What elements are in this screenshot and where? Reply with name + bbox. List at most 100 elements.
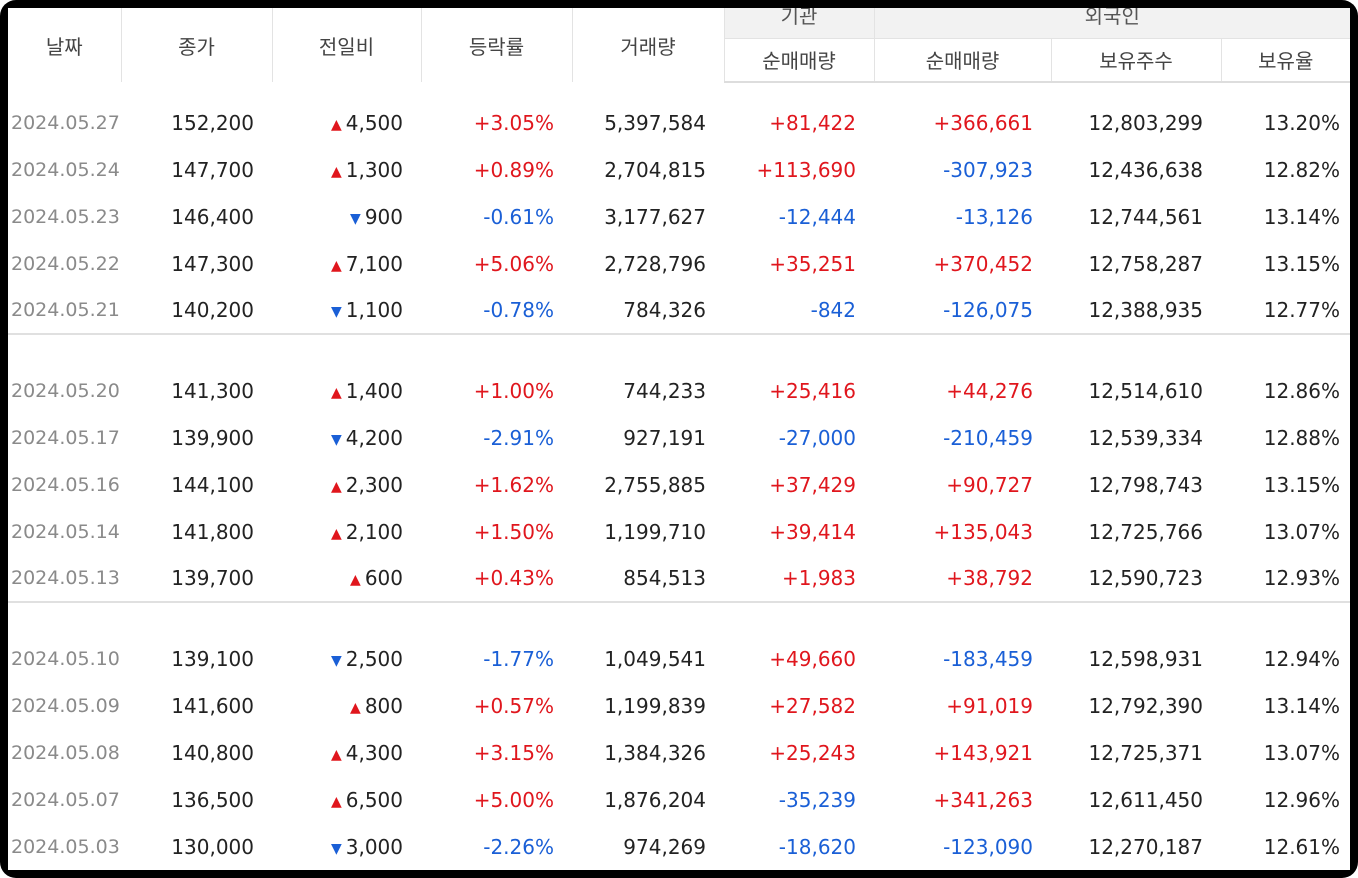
cell-rate: +5.06% bbox=[473, 251, 554, 276]
header-holdings[interactable]: 보유주수 bbox=[1051, 37, 1222, 83]
cell-date: 2024.05.09 bbox=[11, 694, 120, 717]
table-row: 2024.05.03 130,000 ▼ 3,000 -2.26% 974,269 -18,… bbox=[8, 823, 1350, 870]
table-row: 2024.05.08 140,800 ▲ 4,300 +3.15% 1,384,326 +2… bbox=[8, 729, 1350, 776]
cell-inst-net: +25,243 bbox=[769, 740, 856, 765]
cell-ratio: 12.77% bbox=[1263, 298, 1341, 322]
cell-holdings: 12,725,371 bbox=[1088, 740, 1203, 765]
cell-date: 2024.05.03 bbox=[11, 835, 120, 858]
table-row: 2024.05.27 152,200 ▲ 4,500 +3.05% 5,397,584 +8… bbox=[8, 99, 1350, 146]
header-rate[interactable]: 등락률 bbox=[421, 8, 573, 82]
cell-date: 2024.05.20 bbox=[11, 379, 120, 402]
change-value: 4,500 bbox=[345, 110, 403, 135]
cell-foreign-net: +135,043 bbox=[933, 519, 1033, 544]
change-value: 1,100 bbox=[345, 298, 403, 322]
cell-foreign-net: -123,090 bbox=[943, 834, 1033, 859]
cell-ratio: 13.15% bbox=[1263, 251, 1341, 276]
group-separator bbox=[8, 333, 1350, 367]
cell-foreign-net: -210,459 bbox=[943, 425, 1033, 450]
cell-holdings: 12,388,935 bbox=[1088, 298, 1203, 322]
cell-close: 147,300 bbox=[171, 251, 254, 276]
cell-change: ▼ 3,000 bbox=[272, 823, 421, 870]
cell-holdings: 12,803,299 bbox=[1088, 110, 1203, 135]
header-date[interactable]: 날짜 bbox=[8, 8, 122, 82]
change-value: 4,300 bbox=[345, 740, 403, 765]
change-value: 6,500 bbox=[345, 787, 403, 812]
cell-inst-net: +49,660 bbox=[769, 646, 856, 671]
header-close[interactable]: 종가 bbox=[121, 8, 273, 82]
group-separator bbox=[8, 82, 1350, 99]
header-ratio[interactable]: 보유율 bbox=[1221, 37, 1350, 83]
cell-close: 141,600 bbox=[171, 693, 254, 718]
cell-volume: 2,755,885 bbox=[604, 472, 706, 497]
cell-volume: 744,233 bbox=[623, 378, 706, 403]
cell-close: 136,500 bbox=[171, 787, 254, 812]
header-group-institution-label: 기관 bbox=[780, 8, 818, 28]
cell-holdings: 12,725,766 bbox=[1088, 519, 1203, 544]
cell-ratio: 12.82% bbox=[1263, 157, 1341, 182]
cell-ratio: 12.61% bbox=[1263, 834, 1341, 859]
cell-volume: 1,876,204 bbox=[604, 787, 706, 812]
cell-inst-net: +113,690 bbox=[756, 157, 856, 182]
cell-rate: -0.61% bbox=[483, 204, 554, 229]
header-change[interactable]: 전일비 bbox=[272, 8, 422, 82]
cell-holdings: 12,792,390 bbox=[1088, 693, 1203, 718]
table-body: 2024.05.27 152,200 ▲ 4,500 +3.05% 5,397,584 +8… bbox=[8, 82, 1350, 870]
triangle-up-icon: ▲ bbox=[330, 116, 342, 133]
header-group-institution: 기관 bbox=[724, 8, 875, 38]
cell-volume: 1,199,839 bbox=[604, 693, 706, 718]
header-row-top: 날짜 종가 전일비 등락률 거래량 기관 외국인 bbox=[8, 8, 1350, 82]
cell-foreign-net: +143,921 bbox=[933, 740, 1033, 765]
cell-inst-net: +27,582 bbox=[769, 693, 856, 718]
cell-foreign-net: +91,019 bbox=[946, 693, 1033, 718]
header-row-sub: 순매매량 순매매량 보유주수 보유율 bbox=[8, 37, 1350, 83]
change-value: 800 bbox=[364, 693, 403, 718]
cell-ratio: 12.93% bbox=[1263, 566, 1341, 590]
triangle-up-icon: ▲ bbox=[330, 384, 342, 401]
table-row: 2024.05.21 140,200 ▼ 1,100 -0.78% 784,326 -842… bbox=[8, 287, 1350, 334]
cell-close: 146,400 bbox=[171, 204, 254, 229]
cell-change: ▲ 2,300 bbox=[272, 461, 421, 508]
cell-date: 2024.05.23 bbox=[11, 205, 120, 228]
triangle-up-icon: ▲ bbox=[330, 163, 342, 180]
cell-date: 2024.05.21 bbox=[11, 299, 120, 321]
daily-trading-table: 날짜 종가 전일비 등락률 거래량 기관 외국인 순매매량 순매매량 보유주수 … bbox=[8, 8, 1350, 870]
separator-cell bbox=[8, 82, 1350, 99]
cell-inst-net: -27,000 bbox=[778, 425, 856, 450]
change-value: 1,400 bbox=[345, 378, 403, 403]
cell-change: ▲ 800 bbox=[272, 682, 421, 729]
cell-rate: -1.77% bbox=[483, 646, 554, 671]
triangle-down-icon: ▼ bbox=[330, 652, 342, 669]
separator-cell bbox=[8, 333, 1350, 367]
cell-date: 2024.05.22 bbox=[11, 252, 120, 275]
table-row: 2024.05.23 146,400 ▼ 900 -0.61% 3,177,627 -12,… bbox=[8, 193, 1350, 240]
header-volume[interactable]: 거래량 bbox=[572, 8, 725, 82]
cell-volume: 3,177,627 bbox=[604, 204, 706, 229]
table-row: 2024.05.07 136,500 ▲ 6,500 +5.00% 1,876,204 -3… bbox=[8, 776, 1350, 823]
cell-date: 2024.05.14 bbox=[11, 520, 120, 543]
change-value: 3,000 bbox=[345, 834, 403, 859]
cell-holdings: 12,270,187 bbox=[1088, 834, 1203, 859]
cell-rate: +3.05% bbox=[473, 110, 554, 135]
change-value: 1,300 bbox=[345, 157, 403, 182]
cell-inst-net: -35,239 bbox=[778, 787, 856, 812]
cell-change: ▲ 1,300 bbox=[272, 146, 421, 193]
table-row: 2024.05.09 141,600 ▲ 800 +0.57% 1,199,839 +27,… bbox=[8, 682, 1350, 729]
cell-change: ▼ 1,100 bbox=[272, 287, 421, 334]
stock-table-panel: 날짜 종가 전일비 등락률 거래량 기관 외국인 순매매량 순매매량 보유주수 … bbox=[8, 8, 1350, 870]
cell-foreign-net: +341,263 bbox=[933, 787, 1033, 812]
triangle-up-icon: ▲ bbox=[350, 572, 361, 588]
cell-volume: 2,728,796 bbox=[604, 251, 706, 276]
cell-foreign-net: -307,923 bbox=[943, 157, 1033, 182]
table-row: 2024.05.22 147,300 ▲ 7,100 +5.06% 2,728,796 +3… bbox=[8, 240, 1350, 287]
cell-close: 141,800 bbox=[171, 519, 254, 544]
header-inst-net[interactable]: 순매매량 bbox=[724, 37, 875, 83]
triangle-up-icon: ▲ bbox=[330, 478, 342, 495]
cell-rate: +0.89% bbox=[473, 157, 554, 182]
cell-volume: 2,704,815 bbox=[604, 157, 706, 182]
triangle-down-icon: ▼ bbox=[350, 210, 361, 227]
triangle-up-icon: ▲ bbox=[330, 793, 342, 810]
cell-inst-net: -18,620 bbox=[778, 834, 856, 859]
header-foreign-net[interactable]: 순매매량 bbox=[874, 37, 1052, 83]
cell-close: 147,700 bbox=[171, 157, 254, 182]
cell-rate: +1.50% bbox=[473, 519, 554, 544]
